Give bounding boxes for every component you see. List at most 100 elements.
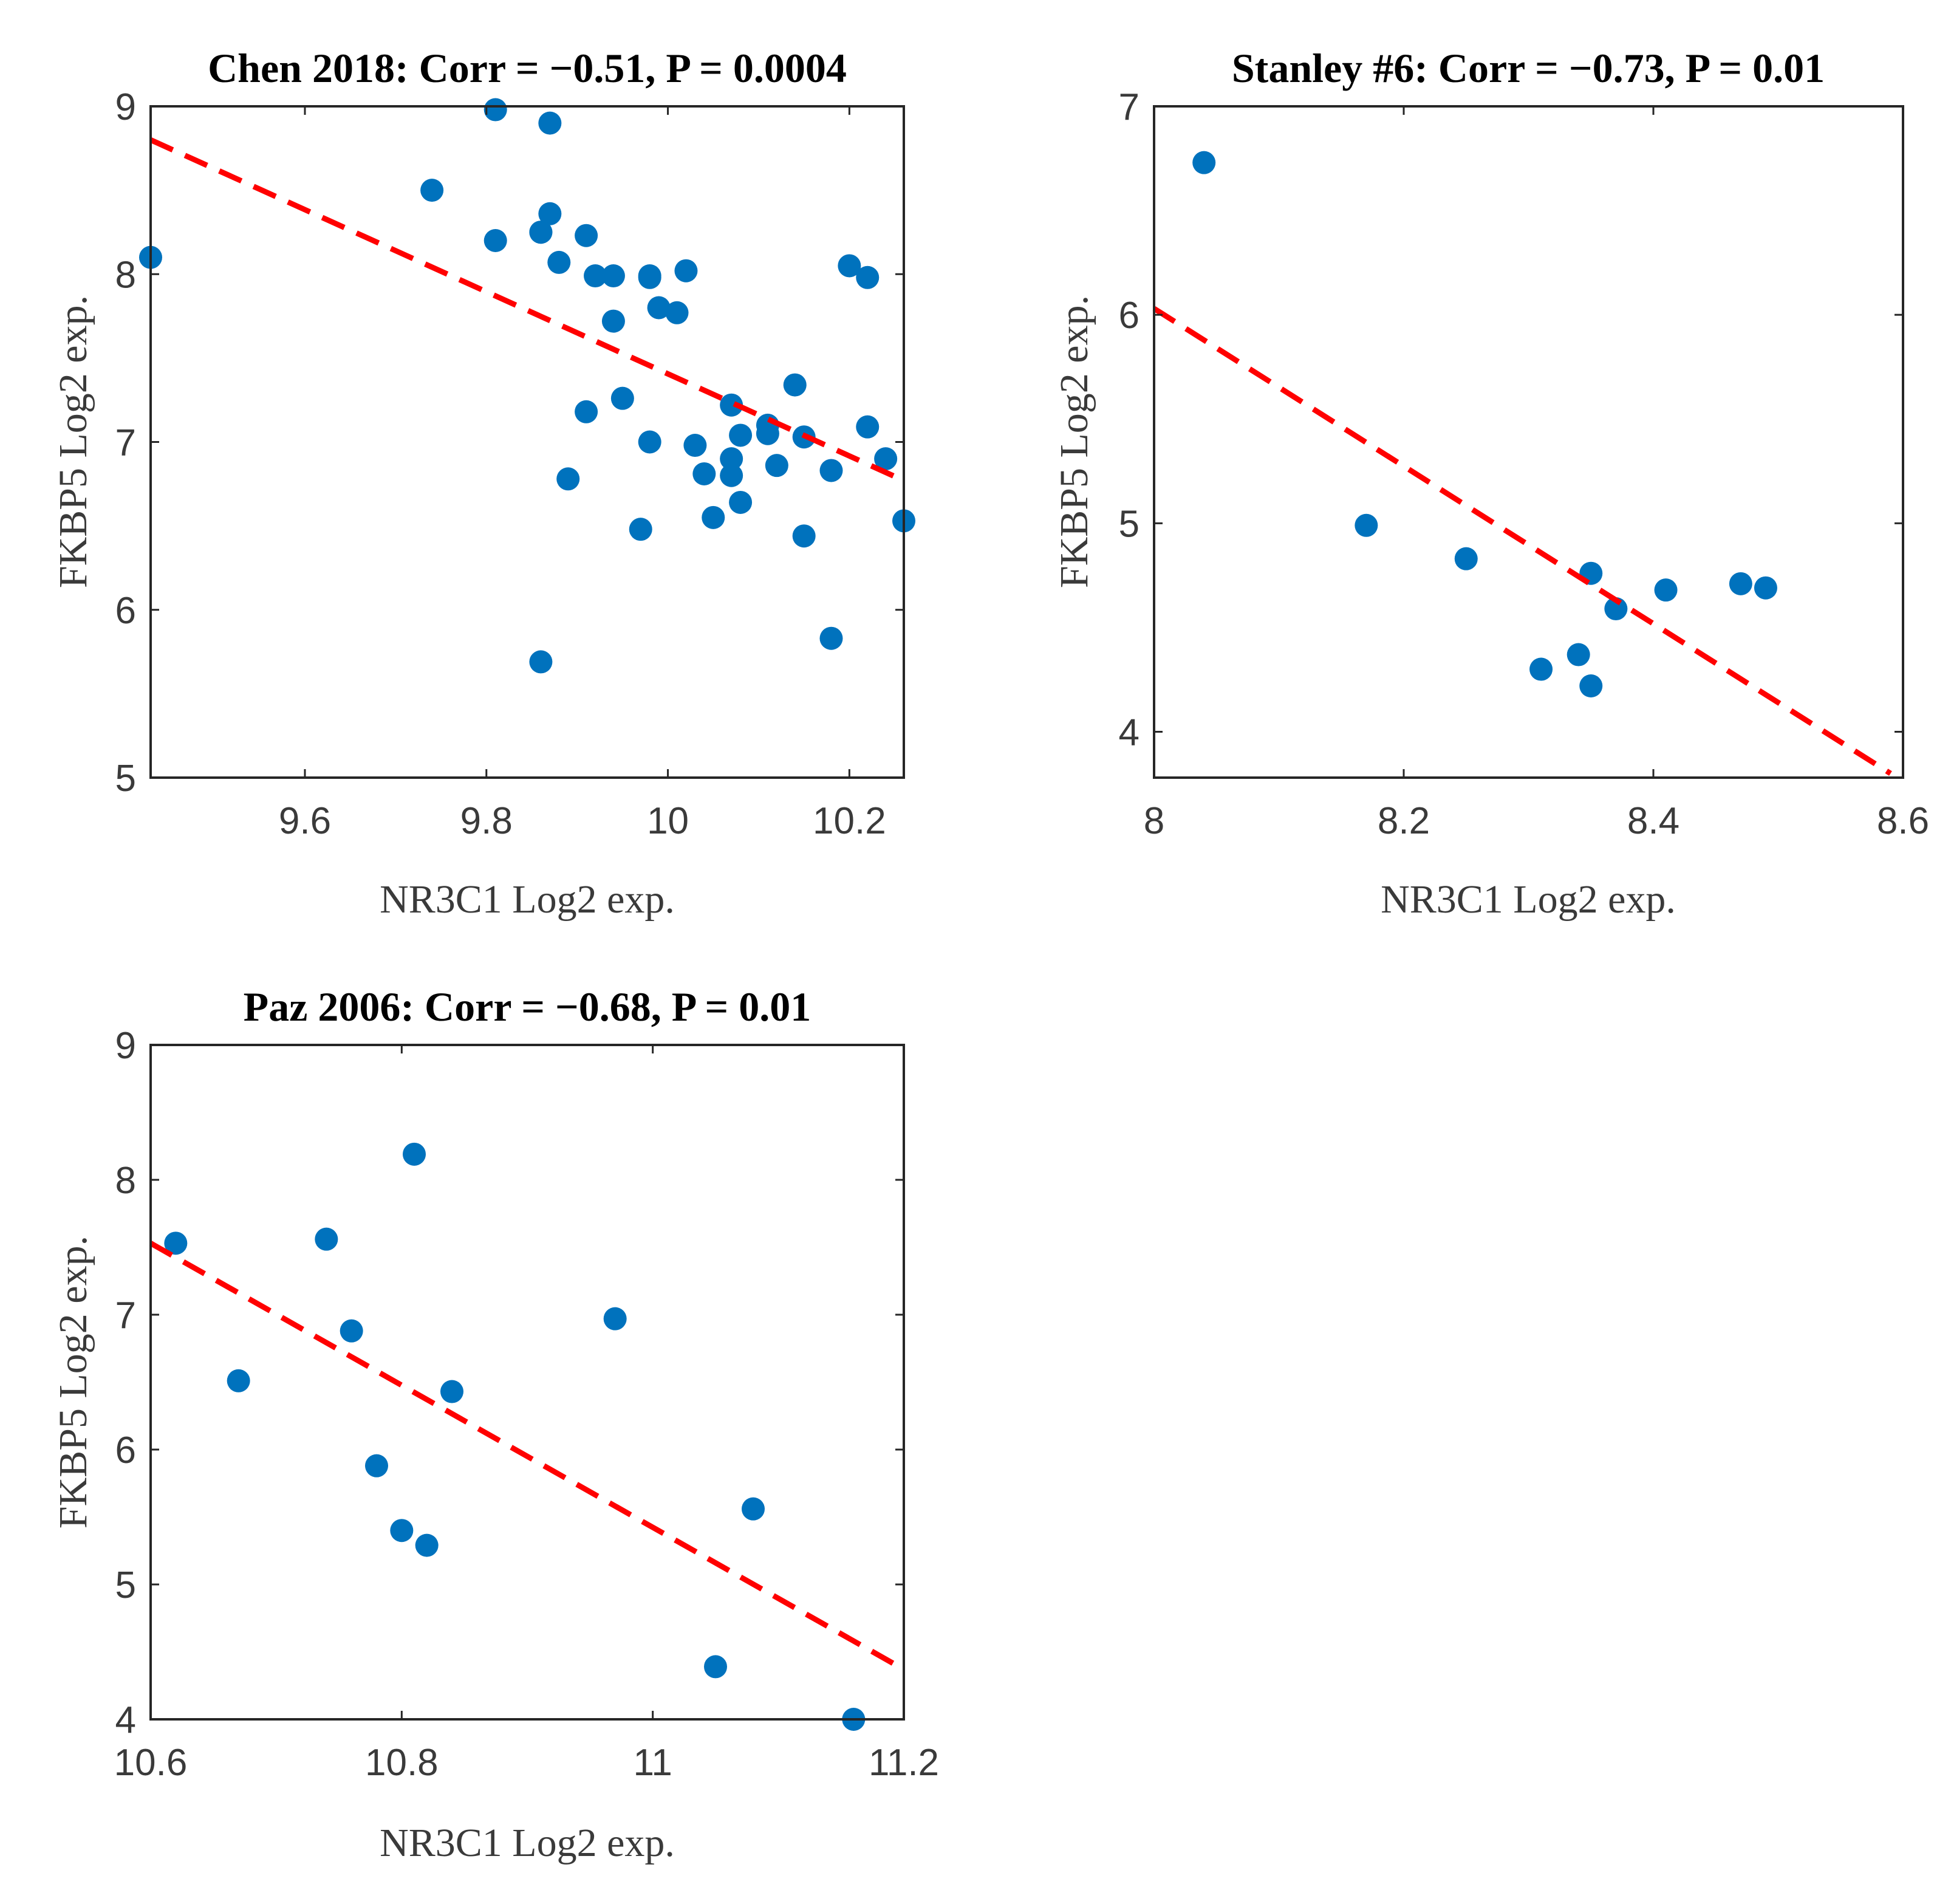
x-tick-label: 9.8 <box>460 800 513 842</box>
axes-box <box>1153 105 1904 779</box>
data-point <box>792 524 816 548</box>
x-tick-label: 11 <box>633 1742 672 1784</box>
data-point <box>665 301 689 324</box>
x-tick-label: 8.2 <box>1378 800 1430 842</box>
y-tick-label: 7 <box>115 1295 136 1337</box>
x-axis-label: NR3C1 Log2 exp. <box>380 877 675 922</box>
y-tick-label: 5 <box>1119 503 1140 545</box>
y-tick-label: 4 <box>115 1699 136 1741</box>
data-point <box>1654 578 1678 602</box>
data-point <box>584 264 607 288</box>
y-tick-label: 7 <box>115 422 136 464</box>
x-tick-label: 8 <box>1144 800 1164 842</box>
panel-paz-2006: Paz 2006: Corr = −0.68, P = 0.01 10.6 10.… <box>51 984 939 1865</box>
y-axis-ticks: 4 5 6 7 8 9 <box>115 1025 904 1741</box>
scatter-points <box>139 98 915 674</box>
data-point <box>575 400 598 423</box>
data-point <box>538 202 562 225</box>
y-tick-label: 8 <box>115 1160 136 1202</box>
data-point <box>729 423 753 447</box>
data-point <box>601 309 625 333</box>
data-point <box>601 264 625 288</box>
data-point <box>742 1497 765 1521</box>
data-point <box>365 1454 388 1478</box>
data-point <box>390 1519 414 1543</box>
data-point <box>692 462 716 485</box>
data-point <box>683 434 707 457</box>
data-point <box>1567 643 1590 666</box>
y-tick-label: 5 <box>115 758 136 800</box>
data-point <box>556 467 580 491</box>
plot-title: Stanley #6: Corr = −0.73, P = 0.01 <box>1232 45 1825 91</box>
fit-line <box>1152 306 1892 776</box>
x-axis-label: NR3C1 Log2 exp. <box>1381 877 1676 922</box>
panel-chen-2018: Chen 2018: Corr = −0.51, P = 0.0004 9.6 9… <box>51 45 915 922</box>
scatter-points <box>1192 151 1777 698</box>
data-point <box>483 98 507 122</box>
y-axis-label: FKBP5 Log2 exp. <box>1052 295 1096 588</box>
data-point <box>420 179 444 202</box>
axes-box <box>149 1044 905 1721</box>
plot-title: Paz 2006: Corr = −0.68, P = 0.01 <box>244 984 811 1030</box>
data-point <box>638 264 661 288</box>
data-point <box>575 224 598 247</box>
x-tick-label: 10.6 <box>114 1742 188 1784</box>
data-point <box>547 250 571 274</box>
data-point <box>720 464 743 487</box>
data-point <box>647 296 671 320</box>
axes-box <box>149 105 905 779</box>
data-point <box>874 447 898 471</box>
data-point <box>1529 657 1553 681</box>
y-axis-ticks: 4 5 6 7 <box>1119 86 1903 754</box>
data-point <box>702 505 725 529</box>
data-point <box>440 1380 463 1403</box>
x-tick-label: 10.2 <box>813 800 886 842</box>
data-point <box>720 393 743 417</box>
x-tick-label: 10 <box>647 800 689 842</box>
y-tick-label: 6 <box>115 1430 136 1471</box>
data-point <box>720 447 743 471</box>
data-point <box>227 1369 250 1392</box>
data-point <box>819 459 843 482</box>
data-point <box>629 518 652 541</box>
data-point <box>765 454 788 478</box>
data-point <box>603 1307 627 1330</box>
data-point <box>856 265 880 289</box>
y-tick-label: 4 <box>1119 712 1140 754</box>
x-axis-ticks: 9.6 9.8 10 10.2 <box>279 106 886 842</box>
data-point <box>638 430 661 454</box>
data-point <box>1754 576 1777 600</box>
data-point <box>729 490 753 514</box>
data-point <box>529 221 553 244</box>
data-point <box>819 626 843 650</box>
data-point <box>315 1227 338 1251</box>
data-point <box>1729 572 1752 595</box>
data-point <box>610 386 634 410</box>
x-tick-label: 11.2 <box>869 1742 939 1784</box>
y-tick-label: 6 <box>1119 295 1140 337</box>
data-point <box>415 1533 439 1557</box>
x-axis-ticks: 10.6 10.8 11 11.2 <box>114 1045 939 1784</box>
y-axis-label: FKBP5 Log2 exp. <box>51 295 95 588</box>
data-point <box>1579 674 1603 698</box>
data-point <box>783 373 807 397</box>
y-tick-label: 7 <box>1119 86 1140 128</box>
x-tick-label: 8.6 <box>1877 800 1929 842</box>
y-tick-label: 6 <box>115 590 136 632</box>
data-point <box>1192 151 1216 174</box>
data-point <box>538 111 562 135</box>
y-tick-label: 9 <box>115 1025 136 1067</box>
fit-line <box>149 137 905 484</box>
data-point <box>529 650 553 674</box>
data-point <box>1454 547 1478 570</box>
y-axis-ticks: 5 6 7 8 9 <box>115 86 904 800</box>
y-tick-label: 5 <box>115 1564 136 1606</box>
fit-line <box>149 1241 906 1672</box>
panel-stanley-6: Stanley #6: Corr = −0.73, P = 0.01 8 8.2 8… <box>1052 45 1929 922</box>
data-point <box>1355 513 1378 537</box>
y-tick-label: 8 <box>115 254 136 296</box>
x-tick-label: 8.4 <box>1627 800 1679 842</box>
data-point <box>403 1142 426 1166</box>
plot-title: Chen 2018: Corr = −0.51, P = 0.0004 <box>208 45 847 91</box>
